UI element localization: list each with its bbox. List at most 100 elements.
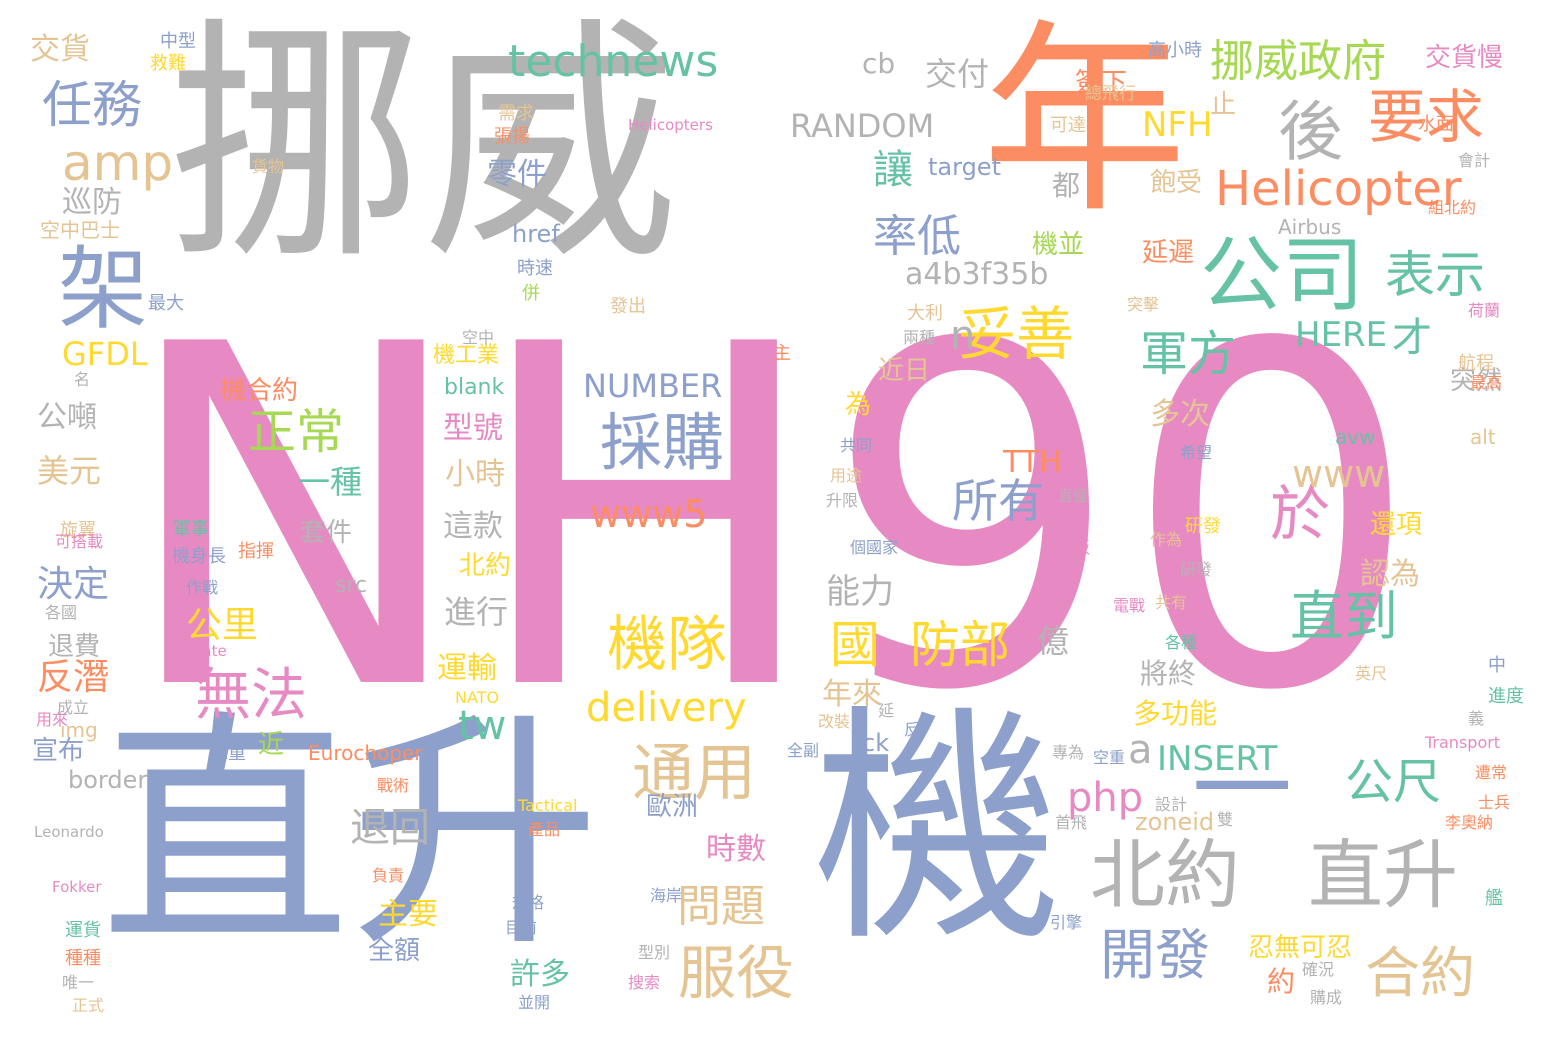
cloud-word: 海岸 (650, 886, 683, 905)
cloud-word: alt (1470, 425, 1496, 449)
cloud-word: 交貨慢 (1425, 43, 1504, 73)
cloud-word: 雙 (1217, 810, 1234, 829)
cloud-word: 用途 (830, 466, 863, 485)
cloud-word: 義 (1468, 709, 1485, 728)
cloud-word: 軍方 (1140, 326, 1237, 382)
cloud-word: 戰術 (377, 776, 410, 795)
cloud-word: 於 (1270, 480, 1330, 550)
cloud-word: border (68, 766, 148, 794)
cloud-word: Leonardo (34, 823, 104, 841)
cloud-word: NUMBER (583, 367, 723, 405)
cloud-word: 延 (878, 701, 895, 720)
cloud-word: zoneid (1135, 808, 1215, 836)
cloud-word: 小時 (445, 457, 505, 492)
cloud-word: 架 (58, 237, 148, 342)
cloud-word: target (928, 153, 1001, 181)
cloud-word: n (950, 313, 976, 359)
cloud-word: 退回 (350, 805, 430, 851)
cloud-word: 反潛 (37, 657, 110, 698)
cloud-word: 北約 (459, 551, 512, 581)
cloud-word: src (335, 573, 368, 598)
cloud-word: Tactical (518, 796, 578, 815)
cloud-word: 開發 (1100, 923, 1211, 987)
cloud-word: 可達 (1050, 115, 1086, 136)
cloud-word: Helicopter (1215, 161, 1462, 217)
cloud-word: RANDOM (790, 107, 935, 145)
cloud-word: NATO (455, 688, 500, 707)
cloud-word: 兩種 (903, 328, 936, 347)
cloud-word: 搜索 (628, 973, 661, 992)
cloud-word: php (1067, 775, 1144, 821)
cloud-word: 遭常 (1475, 763, 1508, 782)
cloud-word: avw (1335, 425, 1376, 449)
cloud-word: 多次 (1150, 397, 1210, 432)
cloud-word: 億 (1037, 622, 1070, 660)
cloud-word: 率低 (873, 211, 961, 262)
cloud-word: 英尺 (1355, 664, 1388, 683)
cloud-word: 國 (830, 616, 880, 674)
cloud-word: 合約 (1365, 941, 1476, 1005)
cloud-word: 李奧納 (1445, 813, 1494, 832)
cloud-word: 直到 (1290, 585, 1398, 648)
cloud-word: 近日 (878, 356, 931, 386)
cloud-word: 貨物 (252, 157, 285, 176)
cloud-word: 時數 (706, 832, 766, 867)
cloud-word: 宣布 (32, 736, 85, 766)
cloud-word: 表示 (1385, 246, 1485, 304)
cloud-word: 作為 (1150, 530, 1183, 549)
cloud-word: 才 (1392, 315, 1432, 361)
cloud-word: 電戰 (1113, 596, 1146, 615)
cloud-word: 各種 (1165, 633, 1198, 652)
cloud-word: NFH (1142, 105, 1213, 145)
cloud-word: 直升 (1308, 831, 1459, 919)
cloud-word: 能力 (826, 572, 894, 612)
cloud-word: 確況 (1302, 960, 1335, 979)
cloud-word: 設計 (1155, 795, 1188, 814)
cloud-word: 直徑 (1058, 487, 1089, 505)
cloud-word: 直升 (100, 689, 600, 980)
cloud-word: 個國家 (850, 538, 899, 557)
cloud-word: HERE (1295, 315, 1388, 355)
cloud-word: 全副 (787, 741, 820, 760)
cloud-word: 發出 (610, 296, 646, 317)
cloud-word: Eurochoper (308, 741, 423, 765)
cloud-word: 公司 (1200, 228, 1365, 323)
cloud-word: 歐洲 (646, 792, 699, 822)
cloud-word: 通用 (632, 736, 757, 809)
cloud-word: 共同 (840, 436, 873, 455)
cloud-word: 中型 (160, 31, 196, 52)
cloud-word: 公里 (186, 605, 259, 646)
cloud-word: 改裝 (818, 712, 851, 731)
cloud-word: 成立 (57, 698, 90, 717)
cloud-word: 讓 (873, 147, 913, 193)
cloud-word: 總重 (210, 743, 246, 764)
cloud-word: 研發 (1180, 560, 1213, 579)
cloud-word: cb (862, 47, 896, 80)
cloud-word: img (60, 718, 98, 742)
cloud-word: 空中 (462, 328, 495, 347)
cloud-word: 可搭載 (55, 532, 104, 551)
cloud-word: 購成 (1310, 988, 1343, 1007)
cloud-word: 救難 (150, 53, 186, 74)
cloud-word: 防部 (910, 616, 1010, 674)
cloud-word: 公噸 (37, 400, 97, 435)
cloud-word: 所有 (952, 474, 1044, 528)
cloud-word: 突擊 (1127, 295, 1160, 314)
cloud-word: 航程 (1458, 353, 1494, 374)
cloud-word: 還項 (1370, 510, 1423, 540)
cloud-word: 挪威 (168, 0, 679, 294)
cloud-word: 目前 (505, 918, 538, 937)
cloud-word: 會計 (1458, 151, 1491, 170)
cloud-word: www (1292, 452, 1386, 496)
cloud-word: delivery (586, 685, 747, 731)
cloud-word: 名 (74, 370, 91, 389)
cloud-word: blank (444, 375, 505, 400)
cloud-word: Helicopters (628, 116, 713, 134)
cloud-word: 為 (845, 390, 872, 420)
cloud-word: 並開 (518, 993, 551, 1012)
cloud-word: www5 (590, 492, 708, 536)
cloud-word: 水面 (1418, 114, 1454, 135)
cloud-word: 用來 (36, 710, 69, 729)
cloud-word: 研發 (1185, 516, 1221, 537)
